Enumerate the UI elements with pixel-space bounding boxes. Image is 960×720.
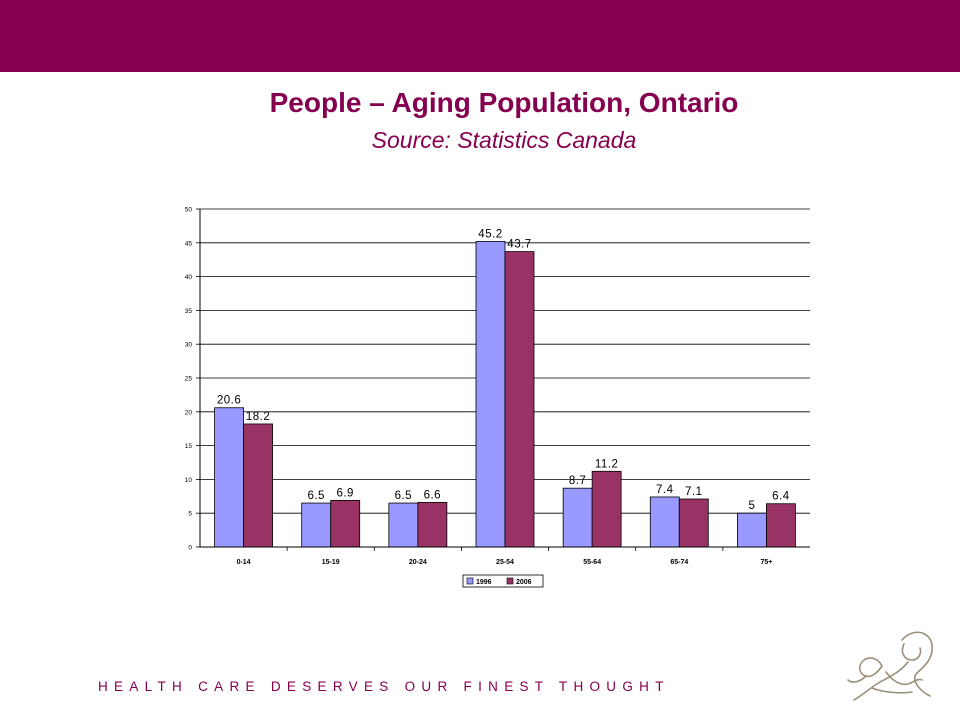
bar-2006-55-64 [591,470,622,548]
legend-swatch-1996 [466,577,474,585]
axes [199,209,810,548]
data-label: 7.4 [656,484,674,496]
legend-box [462,574,544,588]
x-tick-label: 15-19 [322,559,340,566]
y-tick-label: 25 [185,376,193,383]
data-label: 6.9 [336,487,354,499]
data-label: 6.5 [395,490,413,502]
bar-1996-0-14 [214,407,244,548]
x-tick-label: 65-74 [670,559,688,566]
y-tick-label: 50 [185,207,193,214]
mother-and-child-icon [847,631,933,701]
x-axis-ticks: 0-14 15-19 20-24 25-54 55-64 65-74 75+ [237,547,772,566]
x-tick-label: 25-54 [496,559,514,566]
bar-1996-20-24 [388,502,419,548]
y-tick-label: 5 [188,511,192,518]
x-tick-label: 75+ [760,559,772,566]
bar-chart: 0 5 10 15 20 25 30 35 40 45 50 20.6 18.2 6.5 6.9 6.5 6.… [185,207,810,588]
data-label: 18.2 [246,411,270,423]
bar-1996-65-74 [649,496,680,548]
data-label: 20.6 [217,395,241,407]
bar-2006-75+ [766,503,796,548]
y-tick-label: 15 [185,443,193,450]
data-label: 8.7 [569,475,587,487]
legend-label-2006: 2006 [516,579,532,586]
y-tick-label: 40 [185,274,193,281]
slide-subtitle: Source: Statistics Canada [371,127,637,153]
data-label: 6.6 [424,489,442,501]
y-tick-label: 10 [185,477,193,484]
data-labels: 20.6 18.2 6.5 6.9 6.5 6.6 45.2 43.7 8.7 11.2 7.4 7.… [217,228,790,512]
x-tick-label: 20-24 [409,559,427,566]
x-tick-label: 0-14 [237,559,251,566]
data-label: 43.7 [507,239,531,251]
data-label: 45.2 [478,228,502,240]
bar-1996-75+ [737,512,767,548]
x-tick-label: 55-64 [583,559,601,566]
data-label: 6.5 [307,490,325,502]
data-label: 11.2 [595,458,619,470]
data-label: 6.4 [772,491,790,503]
legend: 1996 2006 [462,574,544,588]
y-tick-label: 20 [185,409,193,416]
bar-2006-20-24 [417,501,448,548]
y-tick-label: 35 [185,308,193,315]
bars [214,241,796,548]
bar-2006-25-54 [504,251,535,548]
bar-2006-0-14 [243,423,273,548]
data-label: 7.1 [685,486,703,498]
top-banner [0,0,960,72]
bar-1996-15-19 [301,502,332,548]
legend-swatch-2006 [506,577,514,585]
y-tick-label: 30 [185,342,193,349]
bar-1996-55-64 [562,487,593,548]
bar-2006-65-74 [678,498,709,548]
tagline: HEALTH CARE DESERVES OUR FINEST THOUGHT [98,679,670,694]
data-label: 5 [748,500,755,512]
y-axis-ticks: 0 5 10 15 20 25 30 35 40 45 50 [185,207,200,552]
slide-title: People – Aging Population, Ontario [269,87,739,118]
bar-2006-15-19 [330,499,361,548]
y-tick-label: 0 [188,545,192,552]
legend-label-1996: 1996 [476,579,492,586]
y-tick-label: 45 [185,240,193,247]
bar-1996-25-54 [475,241,506,548]
